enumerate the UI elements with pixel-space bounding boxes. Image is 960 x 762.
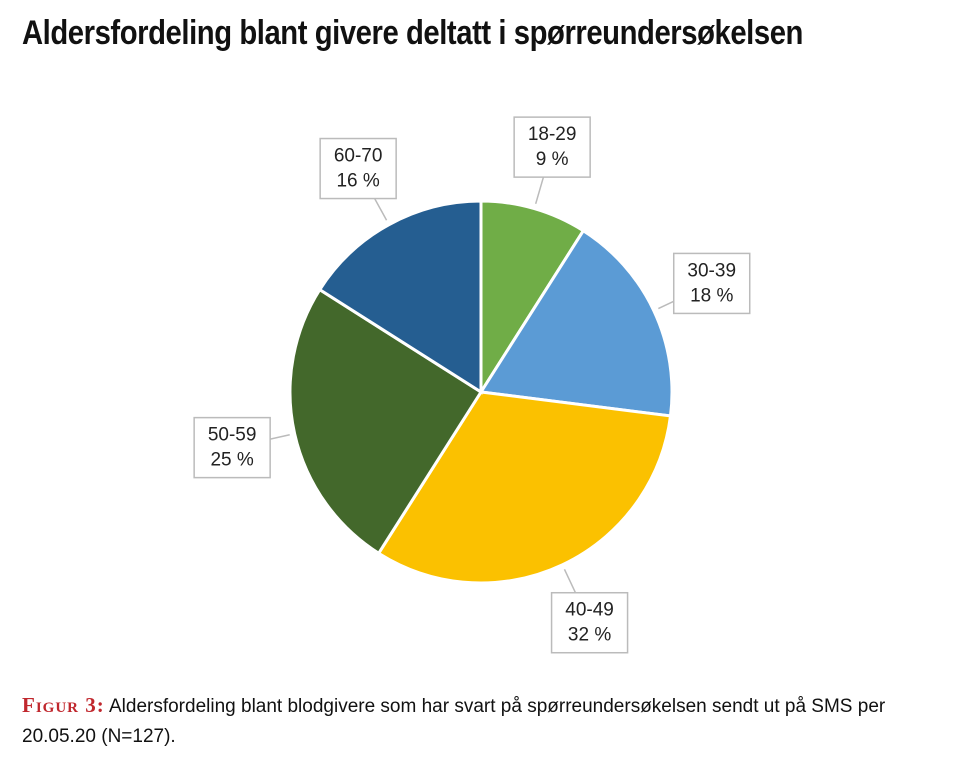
pie-slice <box>317 199 483 395</box>
value-label: 16 % <box>336 171 379 192</box>
category-label: 60-70 <box>334 146 383 167</box>
pie-slice <box>479 199 586 398</box>
pie-slice <box>478 228 674 418</box>
category-label: 50-59 <box>208 425 257 446</box>
caption-text: Aldersfordeling blant blodgivere som har… <box>22 696 886 747</box>
chart-title: Aldersfordeling blant givere deltatt i s… <box>22 14 803 52</box>
category-label: 18-29 <box>528 124 577 145</box>
caption-label: Figur 3: <box>22 693 105 717</box>
value-label: 18 % <box>690 285 733 306</box>
value-label: 25 % <box>210 450 253 471</box>
callout-box <box>193 416 271 479</box>
callout-box <box>513 116 591 178</box>
callout-box <box>319 137 397 200</box>
chart: 18-29 9 % 30-39 18 % 40-49 32 % 50-59 25 % 60-70… <box>193 116 751 654</box>
callout-box <box>672 252 751 315</box>
category-label: 30-39 <box>687 260 736 281</box>
value-label: 32 % <box>568 625 611 646</box>
caption: Figur 3: Aldersfordeling blant blodgiver… <box>22 690 932 752</box>
callout-box <box>550 591 629 654</box>
value-label: 9 % <box>536 149 569 170</box>
category-label: 40-49 <box>565 600 614 621</box>
pie-slice <box>288 287 484 556</box>
